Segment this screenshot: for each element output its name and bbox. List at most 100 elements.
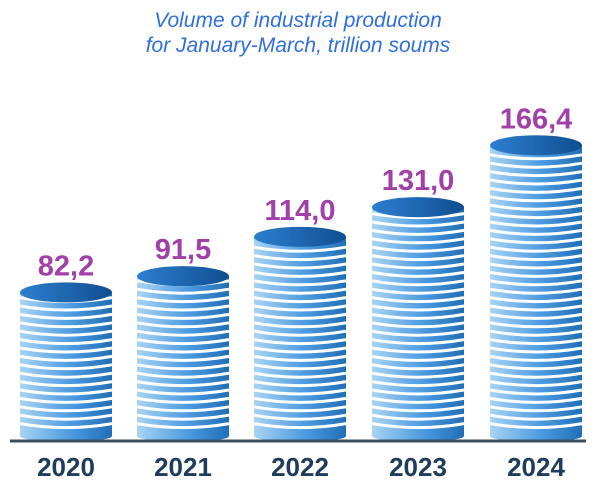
disc-separator — [489, 279, 583, 287]
disc-separator — [371, 354, 465, 362]
disc-separator — [371, 304, 465, 312]
disc-separator — [371, 321, 465, 329]
disc-separator — [136, 321, 230, 329]
disc-separator — [371, 237, 465, 245]
disc-separator — [371, 338, 465, 346]
disc-separator — [489, 388, 583, 396]
disc-separator — [136, 296, 230, 304]
value-label: 82,2 — [38, 250, 94, 282]
disc-separator — [19, 413, 113, 421]
bar-top — [372, 197, 464, 218]
year-tick-label: 2020 — [37, 452, 95, 482]
bar-2022 — [253, 226, 347, 442]
disc-separator — [489, 304, 583, 312]
year-tick-label: 2023 — [389, 452, 447, 482]
disc-separator — [253, 354, 347, 362]
disc-separator — [253, 371, 347, 379]
disc-separator — [253, 321, 347, 329]
disc-separator — [19, 312, 113, 320]
disc-separator — [489, 329, 583, 337]
disc-separator — [371, 346, 465, 354]
disc-separator — [136, 338, 230, 346]
disc-separator — [253, 279, 347, 287]
disc-separator — [19, 354, 113, 362]
disc-separator — [371, 405, 465, 413]
chart-title: Volume of industrial production for Janu… — [0, 8, 596, 58]
disc-separator — [489, 363, 583, 371]
disc-separator — [253, 245, 347, 253]
bar-base — [20, 430, 112, 442]
disc-separator — [489, 262, 583, 270]
bar-base — [254, 430, 346, 442]
disc-separator — [253, 413, 347, 421]
disc-separator — [371, 220, 465, 228]
bar-top — [20, 282, 112, 303]
disc-separator — [19, 321, 113, 329]
disc-separator — [371, 413, 465, 421]
bar-top — [137, 266, 229, 287]
disc-separator — [253, 270, 347, 278]
disc-separator — [19, 405, 113, 413]
disc-separator — [371, 262, 465, 270]
disc-separator — [371, 296, 465, 304]
disc-separator — [253, 304, 347, 312]
disc-separator — [489, 153, 583, 161]
disc-separator — [136, 396, 230, 404]
disc-separator — [371, 270, 465, 278]
value-label: 131,0 — [382, 165, 455, 197]
disc-separator — [136, 422, 230, 430]
disc-separator — [489, 170, 583, 178]
disc-separator — [136, 363, 230, 371]
value-label: 114,0 — [265, 195, 336, 227]
disc-separator — [489, 212, 583, 220]
disc-separator — [253, 396, 347, 404]
disc-separator — [253, 346, 347, 354]
disc-separator — [489, 405, 583, 413]
disc-separator — [371, 422, 465, 430]
disc-separator — [489, 254, 583, 262]
value-label: 166,4 — [500, 103, 573, 135]
chart-title-line-2: for January-March, trillion soums — [145, 34, 451, 57]
bar-2020 — [19, 282, 113, 442]
disc-separator — [489, 371, 583, 379]
bar-2021 — [136, 266, 230, 442]
disc-separator — [489, 312, 583, 320]
disc-separator — [371, 279, 465, 287]
bar-top — [490, 135, 582, 156]
disc-separator — [489, 422, 583, 430]
disc-separator — [19, 304, 113, 312]
disc-separator — [489, 178, 583, 186]
disc-separator — [19, 329, 113, 337]
year-tick-label: 2021 — [154, 452, 212, 482]
disc-separator — [253, 296, 347, 304]
disc-separator — [136, 388, 230, 396]
bar-2023 — [371, 197, 465, 442]
disc-separator — [489, 161, 583, 169]
disc-separator — [489, 396, 583, 404]
disc-separator — [136, 312, 230, 320]
disc-separator — [19, 371, 113, 379]
bar-top — [254, 226, 346, 247]
disc-separator — [253, 312, 347, 320]
disc-separator — [253, 422, 347, 430]
disc-separator — [489, 346, 583, 354]
bar-2024 — [489, 135, 583, 442]
disc-separator — [253, 388, 347, 396]
year-tick-label: 2022 — [271, 452, 329, 482]
bar-body — [20, 292, 112, 436]
disc-separator — [371, 371, 465, 379]
disc-separator — [489, 220, 583, 228]
disc-separator — [489, 296, 583, 304]
disc-separator — [489, 186, 583, 194]
disc-separator — [489, 270, 583, 278]
disc-separator — [371, 396, 465, 404]
disc-separator — [489, 354, 583, 362]
bars-group — [19, 135, 583, 442]
disc-separator — [253, 262, 347, 270]
bar-base — [137, 430, 229, 442]
disc-separator — [19, 363, 113, 371]
disc-separator — [371, 329, 465, 337]
disc-separator — [489, 287, 583, 295]
disc-separator — [489, 413, 583, 421]
